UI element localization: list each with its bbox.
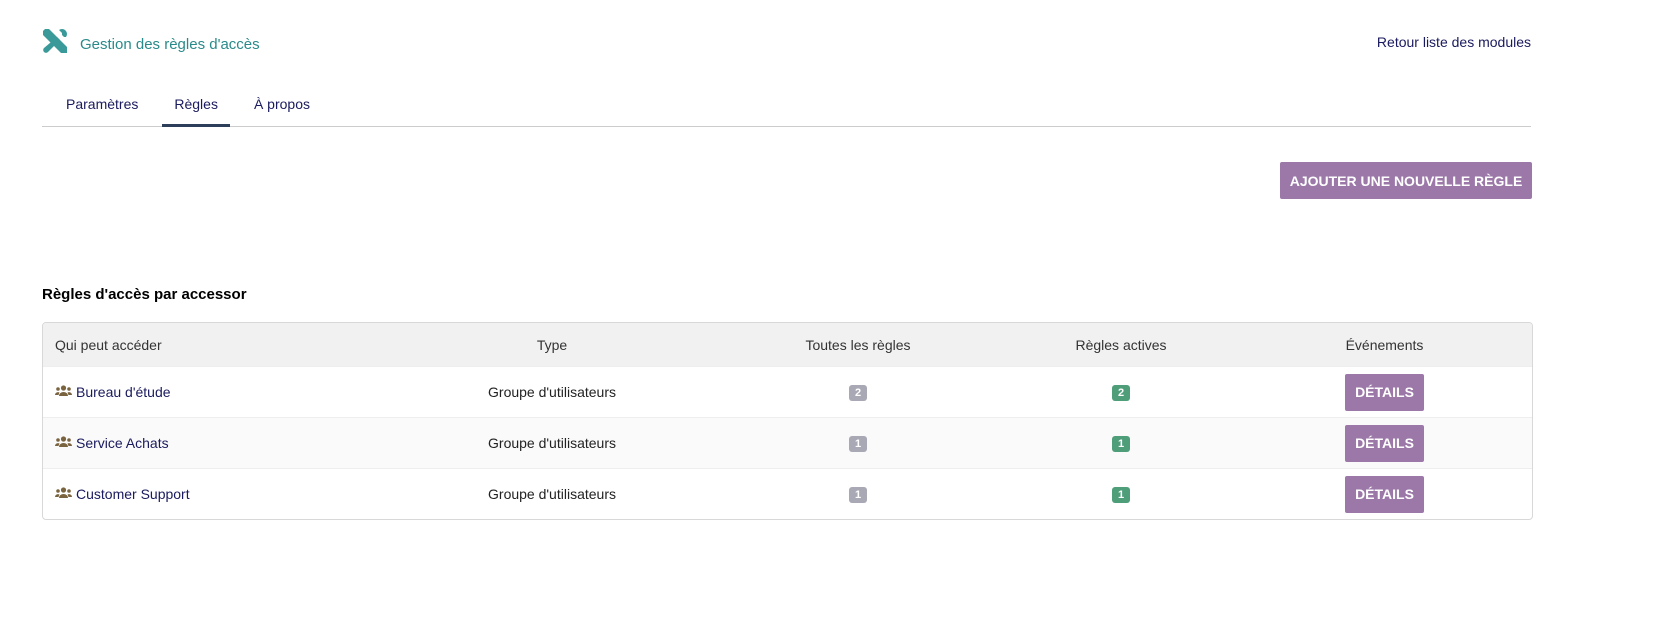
page-title: Gestion des règles d'accès: [80, 36, 260, 53]
users-icon: [55, 486, 72, 502]
details-button[interactable]: DÉTAILS: [1345, 475, 1424, 513]
type-cell: Groupe d'utilisateurs: [488, 435, 616, 451]
table-row: Customer Support Groupe d'utilisateurs 1…: [43, 468, 1532, 519]
all-rules-cell: 2: [711, 383, 1005, 401]
type-cell: Groupe d'utilisateurs: [488, 384, 616, 400]
table-row: Service Achats Groupe d'utilisateurs 1 1…: [43, 417, 1532, 468]
details-button[interactable]: DÉTAILS: [1345, 424, 1424, 462]
column-header: Type: [536, 336, 568, 353]
accessor-cell: Customer Support: [43, 486, 393, 502]
column-header: Événements: [1345, 336, 1424, 353]
page-header: Gestion des règles d'accès Retour liste …: [42, 28, 1531, 58]
section-title: Règles d'accès par accessor: [42, 286, 247, 303]
table-row: Bureau d'étude Groupe d'utilisateurs 2 2…: [43, 366, 1532, 417]
details-button[interactable]: DÉTAILS: [1345, 373, 1424, 411]
column-header: Qui peut accéder: [55, 336, 162, 353]
accessor-link[interactable]: Customer Support: [76, 486, 190, 502]
tab-bar: Paramètres Règles À propos: [42, 84, 1531, 127]
type-cell: Groupe d'utilisateurs: [488, 486, 616, 502]
users-icon: [55, 384, 72, 400]
tab-regles[interactable]: Règles: [162, 84, 230, 127]
rules-table: Qui peut accéder Type Toutes les règles …: [42, 322, 1533, 520]
accessor-cell: Bureau d'étude: [43, 384, 393, 400]
back-to-modules-link[interactable]: Retour liste des modules: [1376, 34, 1531, 50]
accessor-link[interactable]: Service Achats: [76, 435, 169, 451]
all-rules-badge: 1: [849, 487, 867, 503]
users-icon: [55, 435, 72, 451]
column-header: Règles actives: [1075, 336, 1167, 353]
active-rules-badge: 1: [1112, 436, 1130, 452]
active-rules-badge: 1: [1112, 487, 1130, 503]
accessor-link[interactable]: Bureau d'étude: [76, 384, 171, 400]
tools-icon: [42, 28, 68, 57]
events-cell: DÉTAILS: [1237, 475, 1532, 513]
all-rules-cell: 1: [711, 485, 1005, 503]
accessor-cell: Service Achats: [43, 435, 393, 451]
active-rules-cell: 2: [1005, 383, 1237, 401]
active-rules-cell: 1: [1005, 485, 1237, 503]
active-rules-badge: 2: [1112, 385, 1130, 401]
tab-parametres[interactable]: Paramètres: [66, 96, 139, 112]
all-rules-badge: 1: [849, 436, 867, 452]
tab-a-propos[interactable]: À propos: [253, 96, 310, 112]
add-rule-button[interactable]: AJOUTER UNE NOUVELLE RÈGLE: [1280, 162, 1532, 199]
column-header: Toutes les règles: [805, 336, 911, 353]
events-cell: DÉTAILS: [1237, 373, 1532, 411]
all-rules-badge: 2: [849, 385, 867, 401]
table-header: Qui peut accéder Type Toutes les règles …: [43, 323, 1532, 366]
events-cell: DÉTAILS: [1237, 424, 1532, 462]
all-rules-cell: 1: [711, 434, 1005, 452]
active-rules-cell: 1: [1005, 434, 1237, 452]
